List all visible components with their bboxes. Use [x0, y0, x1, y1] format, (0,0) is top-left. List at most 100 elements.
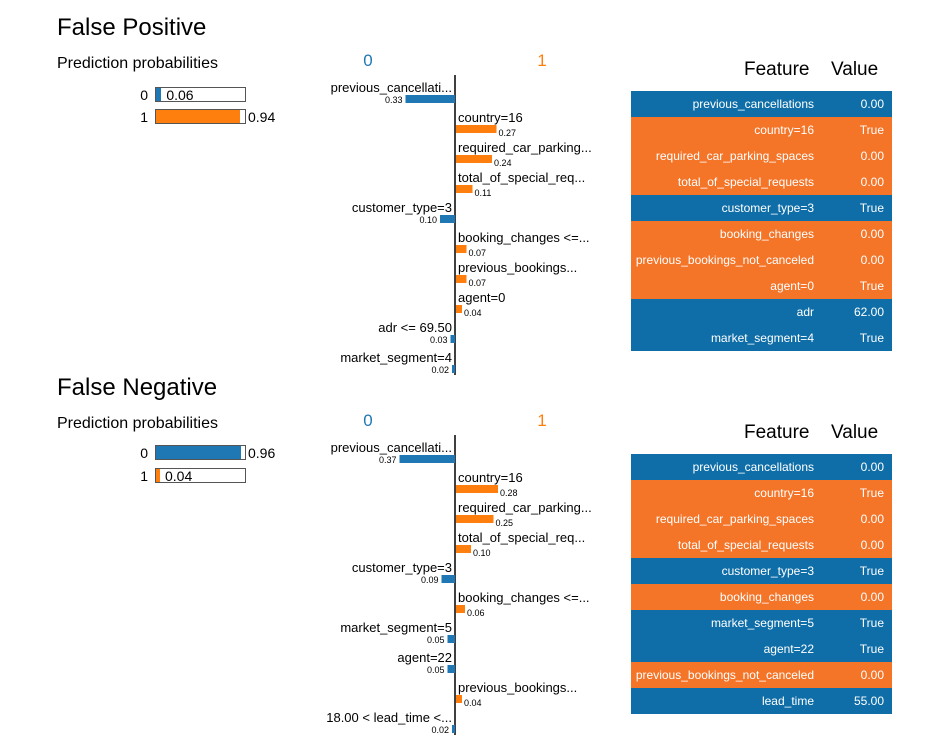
- feature-label: adr <= 69.50: [378, 320, 452, 335]
- feature-label: total_of_special_req...: [458, 170, 585, 185]
- feature-label: total_of_special_req...: [458, 530, 585, 545]
- class-1-probability-value: 0.94: [248, 109, 276, 125]
- table-feature-cell: agent=0: [770, 279, 814, 293]
- table-feature-cell: country=16: [754, 123, 814, 137]
- table-feature-cell: customer_type=3: [721, 201, 814, 215]
- table-feature-cell: previous_bookings_not_canceled: [635, 668, 814, 682]
- class-0-probability-value: 0.06: [166, 87, 194, 103]
- class-1-heading: 1: [537, 411, 546, 430]
- feature-weights-chart: 0 1 previous_cancellati...0.37 country=16 0.…: [326, 411, 592, 735]
- weight-bar: [405, 95, 455, 103]
- table-feature-cell: booking_changes: [719, 590, 814, 604]
- feature-label: previous_bookings...: [458, 260, 577, 275]
- feature-label: booking_changes <=...: [458, 590, 590, 605]
- false-negative-panel: False Negative Prediction probabilities …: [0, 360, 950, 735]
- table-feature-cell: lead_time: [761, 694, 814, 708]
- weight-value-label: 0.09: [421, 575, 439, 585]
- feature-label: customer_type=3: [352, 560, 452, 575]
- class-0-probability-fill: [156, 446, 242, 459]
- weight-value-label: 0.24: [494, 158, 512, 168]
- weight-value-label: 0.07: [469, 278, 487, 288]
- table-row: previous_cancellations 0.00: [631, 91, 892, 117]
- table-value-cell: 0.00: [860, 512, 884, 526]
- weight-value-label: 0.28: [500, 488, 518, 498]
- class-0-probability-bar: [155, 87, 246, 102]
- table-row: total_of_special_requests 0.00: [631, 169, 892, 195]
- table-row: market_segment=4 True: [631, 325, 892, 351]
- weight-bar: [456, 185, 473, 193]
- table-row: previous_bookings_not_canceled 0.00: [631, 247, 892, 273]
- table-feature-cell: agent=22: [763, 642, 814, 656]
- table-row: booking_changes 0.00: [631, 221, 892, 247]
- panel-title: False Positive: [57, 14, 207, 41]
- table-value-cell: True: [859, 564, 884, 578]
- weight-bar: [456, 275, 467, 283]
- weight-value-label: 0.02: [431, 725, 449, 735]
- class-1-probability-value: 0.04: [165, 468, 193, 484]
- table-value-cell: 0.00: [860, 668, 884, 682]
- weight-bar: [399, 455, 455, 463]
- class-0-probability-fill: [156, 88, 162, 101]
- table-row: previous_cancellations 0.00: [631, 454, 892, 480]
- feature-value-table: previous_cancellations 0.00 country=16 True…: [631, 454, 892, 714]
- feature-label: 18.00 < lead_time <...: [326, 710, 452, 725]
- class-0-probability-value: 0.96: [248, 445, 276, 461]
- table-value-cell: 0.00: [860, 253, 884, 267]
- table-value-cell: 0.00: [860, 149, 884, 163]
- weight-value-label: 0.02: [431, 365, 449, 375]
- weight-bar: [456, 695, 462, 703]
- table-value-cell: True: [859, 486, 884, 500]
- table-header-value: Value: [831, 59, 879, 80]
- weight-bar: [447, 635, 455, 643]
- weight-bar: [440, 215, 455, 223]
- table-value-cell: True: [859, 123, 884, 137]
- table-row: customer_type=3 True: [631, 195, 892, 221]
- table-feature-cell: total_of_special_requests: [677, 175, 814, 189]
- table-row: country=16 True: [631, 480, 892, 506]
- table-row: required_car_parking_spaces 0.00: [631, 143, 892, 169]
- weight-bar: [441, 575, 455, 583]
- class-1-label: 1: [140, 468, 148, 484]
- table-feature-cell: country=16: [754, 486, 814, 500]
- class-0-label: 0: [140, 445, 148, 461]
- table-row: previous_bookings_not_canceled 0.00: [631, 662, 892, 688]
- feature-label: customer_type=3: [352, 200, 452, 215]
- weight-value-label: 0.05: [427, 665, 445, 675]
- table-row: country=16 True: [631, 117, 892, 143]
- table-feature-cell: required_car_parking_spaces: [655, 149, 814, 163]
- table-feature-cell: booking_changes: [719, 227, 814, 241]
- class-0-heading: 0: [363, 51, 372, 70]
- table-value-cell: 0.00: [860, 538, 884, 552]
- table-value-cell: True: [859, 279, 884, 293]
- table-row: adr 62.00: [631, 299, 892, 325]
- table-feature-cell: previous_cancellations: [692, 460, 814, 474]
- feature-value-table: previous_cancellations 0.00 country=16 True…: [631, 91, 892, 351]
- feature-label: previous_cancellati...: [331, 80, 452, 95]
- table-feature-cell: total_of_special_requests: [677, 538, 814, 552]
- feature-label: market_segment=4: [340, 350, 452, 365]
- table-value-cell: True: [859, 642, 884, 656]
- weight-bar: [456, 545, 471, 553]
- panel-title: False Negative: [57, 374, 218, 401]
- weight-value-label: 0.10: [473, 548, 491, 558]
- feature-label: market_segment=5: [340, 620, 452, 635]
- feature-label: required_car_parking...: [458, 140, 592, 155]
- table-value-cell: 0.00: [860, 175, 884, 189]
- table-value-cell: 0.00: [860, 460, 884, 474]
- class-0-heading: 0: [363, 411, 372, 430]
- weight-bar: [456, 245, 467, 253]
- table-row: customer_type=3 True: [631, 558, 892, 584]
- prediction-probabilities-title: Prediction probabilities: [57, 55, 218, 72]
- table-row: market_segment=5 True: [631, 610, 892, 636]
- weight-bar: [456, 485, 498, 493]
- weight-bar: [456, 305, 462, 313]
- class-1-probability-bar: [155, 468, 246, 483]
- table-row: agent=22 True: [631, 636, 892, 662]
- table-feature-cell: previous_bookings_not_canceled: [635, 253, 814, 267]
- table-row: agent=0 True: [631, 273, 892, 299]
- class-1-heading: 1: [537, 51, 546, 70]
- table-feature-cell: market_segment=5: [710, 616, 814, 630]
- table-value-cell: 0.00: [860, 590, 884, 604]
- table-value-cell: 55.00: [853, 694, 884, 708]
- weight-value-label: 0.07: [469, 248, 487, 258]
